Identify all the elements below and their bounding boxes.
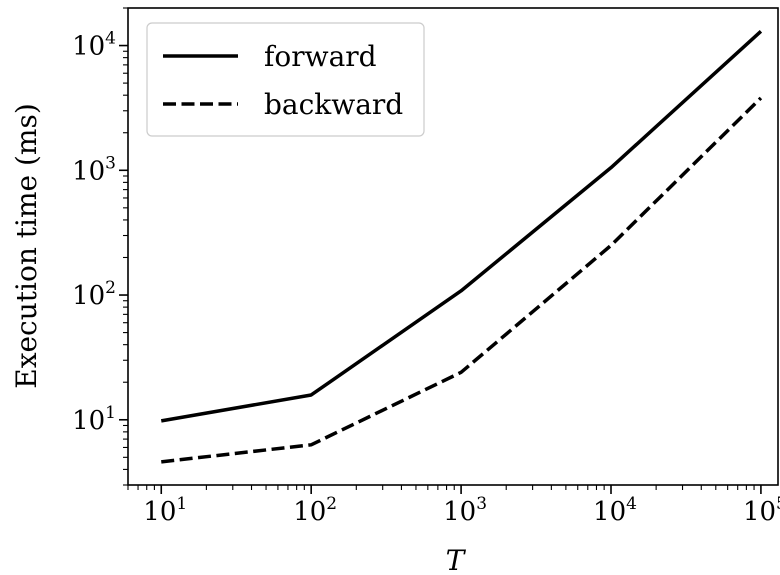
x-tick-label-1: 102 (293, 494, 337, 527)
y-tick-label-0: 101 (72, 403, 116, 436)
legend-frame (146, 22, 425, 137)
x-tick-label-0: 101 (143, 494, 187, 527)
y-axis-ticks: 101 102 103 104 (72, 7, 128, 486)
x-tick-label-3: 104 (593, 494, 637, 527)
legend-forward-label: forward (264, 40, 377, 73)
x-axis-label: T (446, 544, 467, 575)
legend: forward backward (146, 22, 425, 137)
x-tick-label-2: 103 (443, 494, 487, 527)
x-axis-ticks: 101 102 103 104 105 (127, 485, 780, 527)
series-line-forward (160, 30, 763, 423)
y-tick-label-3: 104 (72, 29, 116, 62)
series-line-backward (161, 96, 763, 464)
x-tick-label-4: 105 (743, 494, 780, 527)
plot-frame (127, 7, 779, 486)
y-tick-label-1: 102 (72, 278, 116, 311)
y-tick-label-2: 103 (72, 153, 116, 186)
series-lines (160, 30, 763, 464)
y-axis-label: Execution time (ms) (10, 103, 43, 389)
legend-backward-label: backward (264, 88, 403, 121)
